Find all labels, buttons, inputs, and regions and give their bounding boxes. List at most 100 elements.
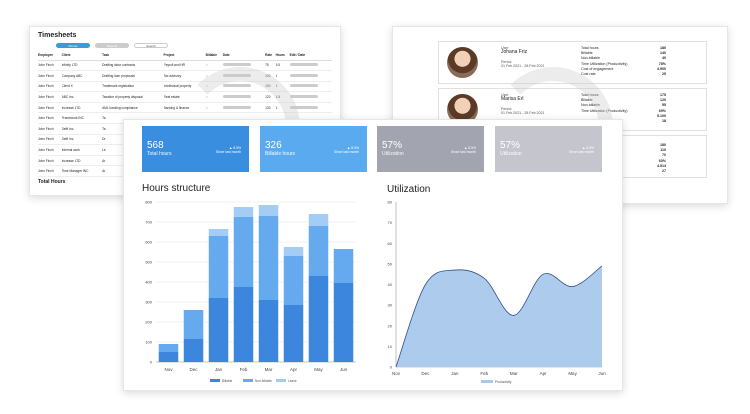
kpi-label: Total hours <box>147 151 172 157</box>
kpi-label: Billable hours <box>265 151 296 157</box>
x-tick-label: Dec <box>189 367 198 372</box>
stat-row: 5.100 <box>581 114 666 119</box>
table-cell <box>289 91 332 103</box>
bar-segment-billable <box>333 283 354 362</box>
kpi-delta-value: ▲ 8.5% <box>463 146 476 150</box>
table-cell <box>289 81 332 93</box>
y-tick-label: 400 <box>145 280 152 285</box>
table-cell: Delft Inc. <box>61 134 103 146</box>
legend-swatch <box>276 379 286 382</box>
bar-segment-non-billable <box>308 226 329 276</box>
kpi-label: Utilization <box>500 151 522 157</box>
tab-reports[interactable]: Reports <box>95 43 129 48</box>
user-stats: 180 110 70 60% 4.914 27 <box>581 143 666 174</box>
tab-search[interactable]: Search <box>134 43 168 48</box>
placeholder-bar <box>289 105 318 109</box>
legend-label: Leave <box>288 379 297 383</box>
placeholder-bar <box>222 63 251 67</box>
table-row[interactable]: John Finch Company ABC Drafting loan propo… <box>38 70 332 82</box>
table-cell: ABC Inc. <box>61 91 103 103</box>
y-tick-label: 40 <box>388 282 393 287</box>
column-header[interactable]: Client <box>61 51 103 61</box>
timesheets-title: Timesheets <box>38 32 77 39</box>
bar-segment-billable <box>258 300 279 362</box>
stat-row: 60% <box>581 159 666 164</box>
kpi-delta-value: ▲ 8.5% <box>581 146 594 150</box>
table-cell: 1 <box>275 70 290 82</box>
kpi-delta: ▲ 8.5% Since last month <box>216 146 241 154</box>
table-cell: Internal work <box>61 144 103 156</box>
y-tick-label: 80 <box>388 200 393 205</box>
table-cell: 6.5 <box>275 60 290 72</box>
column-header[interactable]: Task <box>102 51 164 61</box>
bar-segment-leave <box>308 214 329 226</box>
y-tick-label: 500 <box>145 260 152 265</box>
column-header[interactable]: Project <box>163 51 206 61</box>
user-stats: Total hours 180 Billable 140 Non-billable 40 T… <box>581 46 666 77</box>
y-tick-label: 100 <box>145 340 152 345</box>
table-cell <box>289 70 332 82</box>
legend-swatch <box>481 380 493 383</box>
bar-segment-billable <box>233 287 254 362</box>
table-cell: ✓ <box>205 60 223 72</box>
table-cell: Company ABC <box>61 70 103 82</box>
kpi-label: Utilization <box>382 151 404 157</box>
column-header[interactable]: Edit / Date <box>289 51 332 61</box>
table-cell: John Finch <box>38 134 62 146</box>
column-header[interactable]: Billable <box>205 51 223 61</box>
table-cell: Delft Inc. <box>61 123 103 135</box>
y-tick-label: 800 <box>145 200 152 205</box>
kpi-delta: ▲ 8.5% Since last month <box>569 146 594 154</box>
placeholder-bar <box>289 84 318 88</box>
column-header[interactable]: Hours <box>275 51 290 61</box>
kpi-card-total-hours[interactable]: 568 Total hours ▲ 8.5% Since last month <box>142 126 249 172</box>
kpi-value: 57% <box>382 140 403 151</box>
stat-row: 27 <box>581 169 666 174</box>
bar-segment-billable <box>283 305 304 362</box>
period-range: 01 Feb 2021 - 28 Feb 2021 <box>501 64 545 68</box>
x-tick-label: Jan <box>451 371 459 376</box>
user-info: User Johana Friz Period 01 Feb 2021 - 28… <box>501 46 545 68</box>
kpi-value: 568 <box>147 140 164 151</box>
column-header[interactable]: Date <box>222 51 266 61</box>
stat-row: 180 <box>581 143 666 148</box>
x-tick-label: Feb <box>240 367 248 372</box>
kpi-card-billable-hours[interactable]: 326 Billable hours ▲ 8.5% Since last mont… <box>260 126 367 172</box>
x-tick-label: Apr <box>290 367 298 372</box>
placeholder-bar <box>289 63 318 67</box>
column-header[interactable]: Rate <box>265 51 276 61</box>
y-tick-label: 10 <box>388 344 393 349</box>
stat-value: 120 <box>660 98 666 103</box>
y-tick-label: 30 <box>388 303 393 308</box>
table-cell: AML banking compliance <box>102 102 164 114</box>
stat-value: 140 <box>660 51 666 56</box>
legend-swatch <box>210 379 220 382</box>
period-label: Period <box>501 60 512 64</box>
table-cell: John Finch <box>38 112 62 125</box>
y-tick-label: 200 <box>145 320 152 325</box>
kpi-value: 57% <box>500 140 521 151</box>
stat-value: 18 <box>662 119 666 124</box>
x-tick-label: Jun <box>340 367 348 372</box>
user-role: User <box>501 46 509 50</box>
legend-label: Productivity <box>495 380 512 384</box>
table-cell: Tax advisory <box>163 70 206 82</box>
stat-value: 180 <box>660 46 666 50</box>
kpi-card-utilization[interactable]: 57% Utilization ▲ 8.5% Since last month <box>377 126 484 172</box>
table-cell: Intellectual property <box>163 81 206 93</box>
table-cell: Payroll and HR <box>163 60 206 72</box>
table-cell: Increase LTD <box>61 102 103 114</box>
table-cell: John Finch <box>38 123 62 135</box>
column-header[interactable]: Employee <box>38 51 62 61</box>
y-tick-label: 0 <box>150 360 153 365</box>
stat-label: Time Utilization (Productivity) <box>581 61 628 66</box>
table-row[interactable]: John Finch Infinity LTD Drafting labor con… <box>38 60 332 72</box>
x-tick-label: Feb <box>480 371 488 376</box>
timesheets-tabs: Period Reports Search <box>56 43 332 48</box>
tab-period[interactable]: Period <box>56 43 90 48</box>
legend-label: Non-billable <box>255 379 272 383</box>
y-tick-label: 60 <box>388 241 393 246</box>
kpi-card-utilization-2[interactable]: 57% Utilization ▲ 8.5% Since last month <box>495 126 602 172</box>
stat-row: Cost rate 25 <box>581 72 666 77</box>
bar-segment-billable <box>208 298 229 362</box>
